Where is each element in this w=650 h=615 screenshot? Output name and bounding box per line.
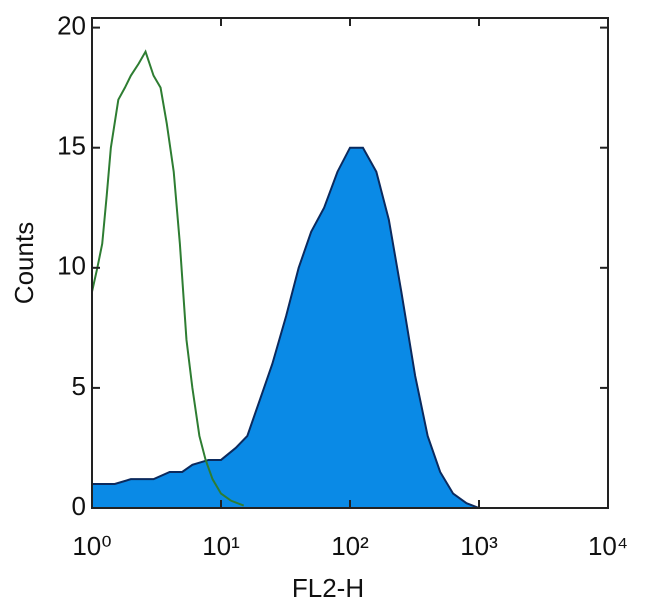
y-tick-label: 5 xyxy=(72,371,86,401)
x-tick-label: 10³ xyxy=(460,531,498,561)
x-axis-label: FL2-H xyxy=(292,573,364,603)
x-tick-label: 10¹ xyxy=(202,531,240,561)
histogram-line xyxy=(91,49,245,507)
y-tick-label: 10 xyxy=(57,251,86,281)
x-tick-label: 10⁴ xyxy=(588,531,628,561)
x-tick-label: 10⁰ xyxy=(72,531,111,561)
histogram-area xyxy=(91,146,480,509)
y-axis-label: Counts xyxy=(9,222,39,304)
y-tick-label: 15 xyxy=(57,131,86,161)
y-tick-label: 0 xyxy=(72,491,86,521)
x-tick-label: 10² xyxy=(331,531,369,561)
y-tick-label: 20 xyxy=(57,10,86,40)
